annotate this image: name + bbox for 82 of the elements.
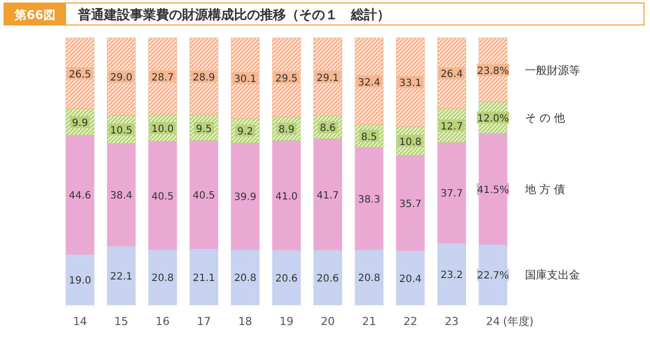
x-tick-label: 17 [196,315,211,328]
data-label: 10.0 [151,124,174,135]
data-label: 9.5 [196,124,212,135]
data-label: 32.4 [358,77,380,88]
text: 国庫支出金 [525,268,580,282]
bar [148,141,177,250]
data-label: 28.7 [151,72,174,84]
x-tick-label: 24 [486,315,500,328]
bar [478,133,508,245]
data-label: 23.2 [440,270,463,282]
bar [66,38,94,110]
data-label: 40.5 [192,190,216,202]
data-label: 26.4 [440,69,463,80]
x-axis-title: (年度) [503,315,534,328]
data-label: 8.6 [320,123,336,134]
bar [272,140,301,250]
bar [314,38,342,116]
bar [190,140,218,249]
bar [107,38,136,116]
data-label: 38.3 [358,194,380,206]
data-label: 30.1 [234,74,256,86]
bar [190,38,218,116]
bar [148,38,177,115]
data-label: 21.1 [192,272,216,284]
x-tick-label: 23 [444,315,459,328]
x-tick-label: 19 [280,315,294,328]
bar [314,138,342,250]
bar [437,142,466,244]
data-label: 20.6 [275,274,298,284]
data-label: 8.5 [361,132,378,143]
header: 第66図 普通建設事業費の財源構成比の推移（その１ 総計） [4,2,644,26]
x-tick-label: 16 [156,315,170,328]
bar [107,143,136,246]
bar [66,134,94,255]
text: そ の 他 [525,112,565,125]
data-label: 41.0 [275,191,298,202]
data-label: 37.7 [440,188,463,200]
x-tick-label: 15 [114,315,128,328]
data-label: 12.7 [440,121,463,132]
data-label: 10.5 [110,125,132,136]
data-label: 19.0 [68,276,92,287]
data-label: 9.9 [72,118,88,129]
data-label: 38.4 [110,190,132,202]
data-label: 29.0 [110,72,132,84]
x-tick-label: 21 [362,315,376,328]
text: 地 方 債 [525,182,565,196]
data-label: 22.7% [477,270,509,282]
x-tick-label: 18 [238,315,252,328]
data-label: 41.5% [477,184,509,196]
data-label: 26.5 [68,69,92,80]
bar [396,38,425,127]
data-label: 39.9 [234,192,256,204]
x-tick-label: 14 [73,315,87,328]
bar [396,154,425,251]
data-label: 20.8 [234,273,256,284]
bar [354,38,384,125]
chart-title: 普通建設事業費の財源構成比の推移（その１ 総計） [77,7,390,23]
data-label: 28.9 [192,72,216,84]
data-label: 35.7 [399,198,422,210]
bar [230,142,260,250]
data-label: 23.8% [477,66,509,77]
data-label: 29.5 [275,73,298,84]
data-label: 20.4 [399,274,422,285]
data-label: 8.9 [278,124,294,136]
x-tick-label: 20 [320,315,335,328]
bar [354,146,384,250]
data-label: 33.1 [399,78,422,90]
data-label: 44.6 [68,190,92,202]
data-label: 9.2 [237,126,254,138]
data-label: 10.8 [399,136,422,148]
data-label: 41.7 [316,190,339,202]
data-label: 40.5 [151,191,174,202]
data-label: 20.8 [358,273,380,284]
data-label: 20.8 [151,273,174,284]
bar [272,38,301,118]
text: 一般財源等 [525,64,580,77]
bar [230,38,260,119]
x-tick-label: 22 [403,315,418,328]
data-label: 29.1 [316,72,339,84]
data-label: 12.0% [477,114,509,125]
data-label: 20.6 [316,274,339,284]
data-label: 22.1 [110,271,132,282]
